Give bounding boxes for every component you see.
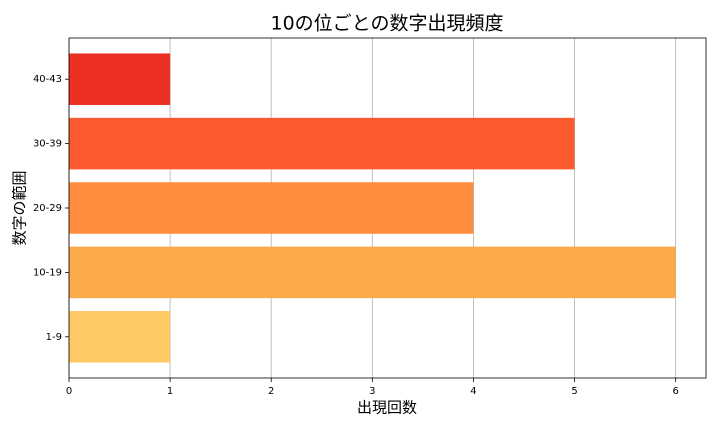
x-tick-label: 5	[571, 386, 577, 397]
x-tick-label: 6	[672, 386, 678, 397]
bar	[69, 53, 171, 105]
x-tick-label: 4	[470, 386, 476, 397]
x-tick-label: 2	[268, 386, 274, 397]
y-tick-label: 40-43	[33, 74, 62, 85]
chart-title: 10の位ごとの数字出現頻度	[271, 13, 504, 35]
bar	[69, 117, 575, 170]
y-tick-label: 30-39	[33, 139, 62, 150]
x-tick-label: 1	[167, 386, 173, 397]
x-tick-label: 0	[66, 386, 72, 397]
bar	[69, 311, 171, 363]
bar	[69, 246, 676, 299]
y-tick-label: 10-19	[33, 267, 62, 278]
y-tick-label: 20-29	[33, 203, 62, 214]
x-axis-label: 出現回数	[357, 399, 417, 417]
bars	[69, 53, 676, 363]
y-tick-label: 1-9	[46, 332, 62, 343]
x-tick-label: 3	[369, 386, 375, 397]
y-axis-label: 数字の範囲	[11, 170, 29, 245]
bar	[69, 182, 474, 234]
